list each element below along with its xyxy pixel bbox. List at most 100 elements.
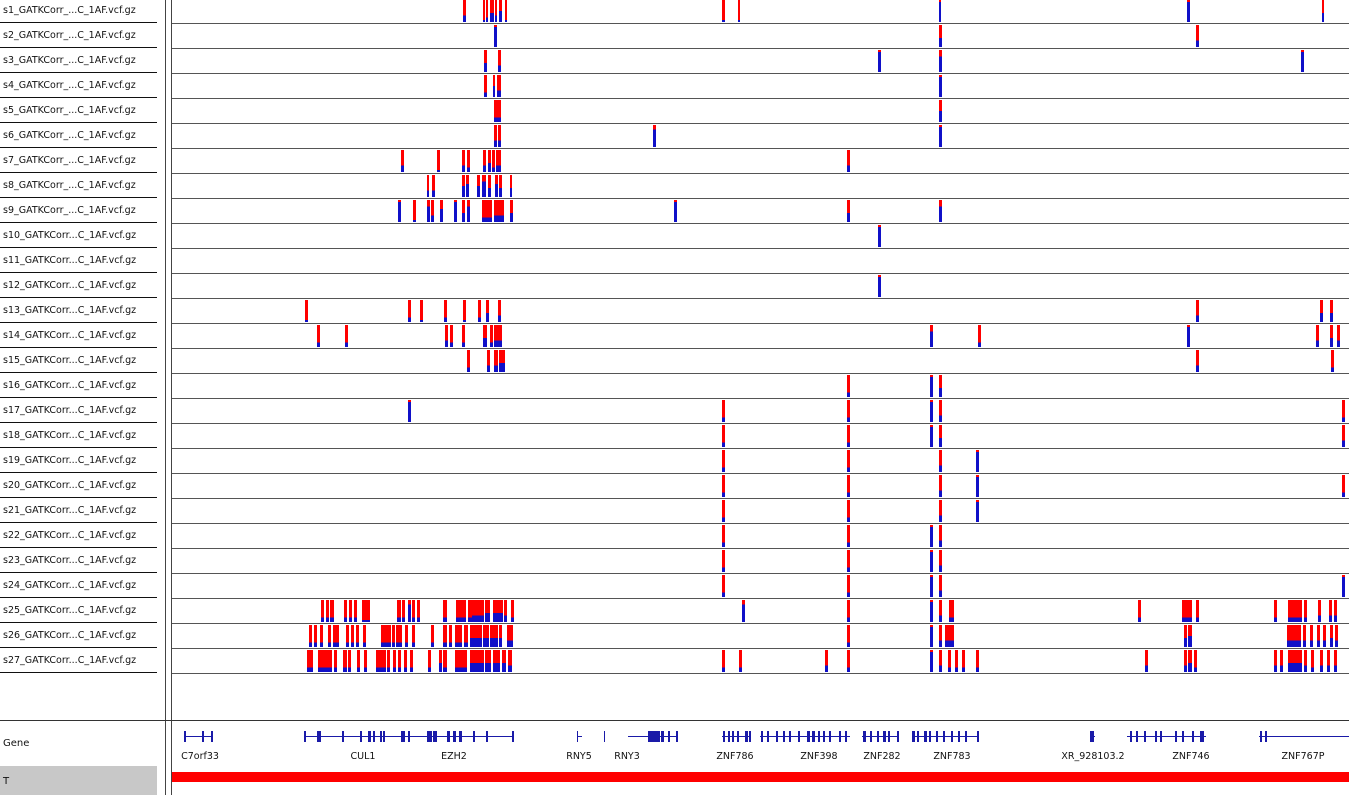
- sample-row[interactable]: [172, 49, 1349, 74]
- variant-mark[interactable]: [498, 125, 501, 147]
- gene-body[interactable]: [1127, 736, 1206, 737]
- gene-exon[interactable]: [924, 731, 927, 742]
- variant-mark[interactable]: [307, 650, 313, 672]
- sample-label[interactable]: s14_GATKCorr...C_1AF.vcf.gz: [0, 324, 157, 348]
- variant-mark[interactable]: [939, 200, 942, 222]
- gene-exon[interactable]: [1136, 731, 1138, 742]
- variant-mark[interactable]: [462, 175, 465, 197]
- gene-exon[interactable]: [823, 731, 825, 742]
- variant-mark[interactable]: [345, 325, 348, 347]
- variant-mark[interactable]: [478, 300, 481, 322]
- variant-mark[interactable]: [1287, 625, 1301, 647]
- variant-mark[interactable]: [412, 600, 415, 622]
- variant-mark[interactable]: [495, 0, 497, 22]
- variant-mark[interactable]: [722, 500, 725, 522]
- variant-mark[interactable]: [939, 450, 942, 472]
- variant-mark[interactable]: [1327, 650, 1330, 672]
- gene-exon[interactable]: [829, 731, 831, 742]
- variant-mark[interactable]: [343, 650, 347, 672]
- gene-exon[interactable]: [737, 731, 739, 742]
- variant-mark[interactable]: [356, 625, 359, 647]
- variant-mark[interactable]: [738, 0, 740, 22]
- variant-mark[interactable]: [939, 525, 942, 547]
- gene-exon[interactable]: [202, 731, 204, 742]
- gene-exon[interactable]: [211, 731, 213, 742]
- variant-mark[interactable]: [847, 475, 850, 497]
- variant-mark[interactable]: [1342, 400, 1345, 422]
- variant-mark[interactable]: [939, 650, 942, 672]
- variant-mark[interactable]: [1335, 625, 1338, 647]
- gene-name[interactable]: EZH2: [441, 751, 467, 762]
- gene-name[interactable]: ZNF783: [933, 751, 971, 762]
- gene-exon[interactable]: [380, 731, 382, 742]
- variant-mark[interactable]: [510, 200, 513, 222]
- variant-mark[interactable]: [930, 525, 933, 547]
- variant-mark[interactable]: [930, 375, 933, 397]
- variant-mark[interactable]: [504, 600, 507, 622]
- variant-mark[interactable]: [962, 650, 965, 672]
- variant-mark[interactable]: [444, 300, 447, 322]
- gene-track[interactable]: C7orf33 CUL1 EZH2 RNY5 RNY3 ZNF786 ZNF398 ZNF28…: [172, 722, 1349, 766]
- variant-mark[interactable]: [320, 625, 323, 647]
- variant-mark[interactable]: [483, 0, 485, 22]
- gene-exon[interactable]: [977, 731, 979, 742]
- variant-mark[interactable]: [333, 625, 339, 647]
- variant-mark[interactable]: [1342, 425, 1345, 447]
- sample-label[interactable]: s24_GATKCorr...C_1AF.vcf.gz: [0, 574, 157, 598]
- gene-exon[interactable]: [863, 731, 866, 742]
- variant-mark[interactable]: [326, 600, 329, 622]
- sample-row[interactable]: [172, 274, 1349, 299]
- gene-exon[interactable]: [936, 731, 938, 742]
- sample-row[interactable]: [172, 199, 1349, 224]
- gene-name[interactable]: RNY3: [614, 751, 640, 762]
- variant-mark[interactable]: [847, 550, 850, 572]
- variant-mark[interactable]: [976, 475, 979, 497]
- gene-exon[interactable]: [668, 731, 670, 742]
- gene-name[interactable]: ZNF767P: [1281, 751, 1325, 762]
- gene-exon[interactable]: [373, 731, 375, 742]
- variant-mark[interactable]: [1187, 325, 1190, 347]
- variant-mark[interactable]: [976, 650, 979, 672]
- sample-label[interactable]: s20_GATKCorr...C_1AF.vcf.gz: [0, 474, 157, 498]
- gene-body[interactable]: [722, 736, 750, 737]
- sample-row[interactable]: [172, 99, 1349, 124]
- variant-mark[interactable]: [499, 350, 503, 372]
- variant-mark[interactable]: [484, 50, 487, 72]
- sample-label[interactable]: s23_GATKCorr...C_1AF.vcf.gz: [0, 549, 157, 573]
- variant-mark[interactable]: [1323, 625, 1326, 647]
- variant-mark[interactable]: [431, 625, 434, 647]
- gene-exon[interactable]: [839, 731, 841, 742]
- variant-mark[interactable]: [490, 625, 498, 647]
- variant-mark[interactable]: [847, 450, 850, 472]
- variant-mark[interactable]: [492, 150, 495, 172]
- variant-mark[interactable]: [405, 625, 408, 647]
- variant-mark[interactable]: [1334, 600, 1337, 622]
- variant-mark[interactable]: [495, 175, 498, 197]
- variant-mark[interactable]: [948, 650, 951, 672]
- gene-exon[interactable]: [433, 731, 437, 742]
- variant-mark[interactable]: [939, 75, 942, 97]
- gene-name[interactable]: ZNF786: [716, 751, 754, 762]
- variant-mark[interactable]: [376, 650, 386, 672]
- sample-row[interactable]: [172, 399, 1349, 424]
- variant-mark[interactable]: [1182, 600, 1192, 622]
- sample-label[interactable]: s12_GATKCorr...C_1AF.vcf.gz: [0, 274, 157, 298]
- sample-row[interactable]: [172, 574, 1349, 599]
- gene-name[interactable]: RNY5: [566, 751, 592, 762]
- variant-mark[interactable]: [463, 300, 466, 322]
- gene-exon[interactable]: [929, 731, 931, 742]
- variant-mark[interactable]: [847, 425, 850, 447]
- variant-mark[interactable]: [722, 650, 725, 672]
- variant-mark[interactable]: [1288, 650, 1302, 672]
- variant-mark[interactable]: [483, 325, 487, 347]
- gene-exon[interactable]: [732, 731, 734, 742]
- variant-mark[interactable]: [1138, 600, 1141, 622]
- variant-mark[interactable]: [1145, 650, 1148, 672]
- variant-mark[interactable]: [1187, 0, 1190, 22]
- variant-mark[interactable]: [493, 75, 495, 97]
- variant-mark[interactable]: [497, 75, 501, 97]
- gene-exon[interactable]: [749, 731, 751, 742]
- variant-mark[interactable]: [493, 650, 500, 672]
- variant-mark[interactable]: [488, 150, 491, 172]
- variant-mark[interactable]: [450, 325, 453, 347]
